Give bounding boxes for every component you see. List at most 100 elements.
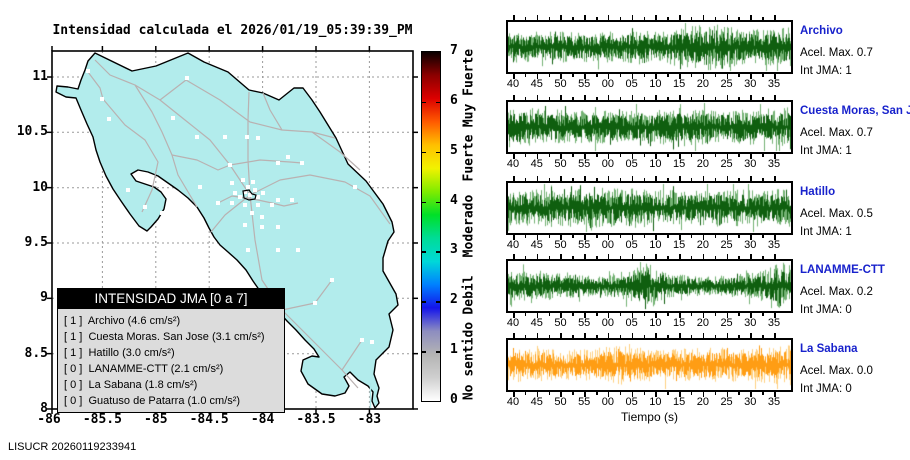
seismogram-tick-mark <box>513 392 515 397</box>
seismogram-frame <box>506 259 793 313</box>
seismogram-tick-mark <box>536 95 539 100</box>
station-acel-max: Acel. Max. 0.2 <box>800 286 873 298</box>
seismogram-x-tick-label: 00 <box>601 158 615 170</box>
seismogram-tick-mark <box>738 256 740 259</box>
seismogram-tick-mark <box>584 15 586 20</box>
seismogram-tick-mark <box>714 74 717 77</box>
colorbar-tick-mark <box>436 301 440 303</box>
seismogram-x-tick-label: 30 <box>744 78 757 90</box>
seismogram-tick-mark <box>548 97 551 100</box>
colorbar-category-label: No sentido <box>461 321 477 401</box>
legend-row: [ 1 ] Hatillo (3.0 cm/s²) <box>64 347 175 359</box>
seismogram-tick-mark <box>631 254 634 259</box>
seismogram-tick-mark <box>738 392 740 395</box>
seismogram-tick-mark <box>536 333 539 338</box>
seismogram-tick-mark <box>643 335 645 338</box>
seismogram-tick-mark <box>631 74 634 79</box>
seismogram-tick-mark <box>524 154 527 157</box>
seismogram-tick-mark <box>572 74 574 77</box>
seismogram-x-tick-label: 15 <box>672 396 686 408</box>
seismogram-tick-mark <box>584 235 586 240</box>
seismogram-tick-mark <box>643 74 645 77</box>
colorbar-tick-mark <box>422 201 426 204</box>
colorbar-tick-label: 2 <box>450 292 458 308</box>
seismogram-tick-mark <box>679 392 681 397</box>
seismogram-x-tick-label: 50 <box>554 317 567 329</box>
seismogram-x-tick-label: 35 <box>767 317 781 329</box>
seismogram-x-tick-label: 25 <box>720 239 733 251</box>
colorbar-category-label: Debil <box>461 275 477 315</box>
seismogram-tick-mark <box>679 154 681 159</box>
map-x-tick-label: -85 <box>144 412 168 427</box>
seismogram-tick-mark <box>513 74 515 79</box>
seismogram-x-tick-label: 35 <box>767 158 781 170</box>
seismogram-tick-mark <box>596 235 598 238</box>
legend-row: [ 0 ] LANAMME-CTT (2.1 cm/s²) <box>64 363 224 375</box>
map-y-tick-label: 8.5 <box>24 345 48 361</box>
seismogram-tick-mark <box>690 335 693 338</box>
seismogram-tick-mark <box>738 154 740 157</box>
seismogram-tick-mark <box>726 74 729 79</box>
seismogram-x-tick-label: 40 <box>506 396 520 408</box>
station-name: Hatillo <box>800 186 836 198</box>
seismogram-x-tick-label: 15 <box>672 158 686 170</box>
seismogram-x-tick-label: 20 <box>696 78 709 90</box>
seismogram-tick-mark <box>619 178 622 181</box>
seismogram-waveform <box>508 22 791 72</box>
seismogram-tick-mark <box>690 154 693 157</box>
seismogram-tick-mark <box>750 15 752 20</box>
seismogram-tick-mark <box>560 15 562 20</box>
costa-rica-landmass <box>55 52 399 409</box>
station-name: Cuesta Moras, San Jose <box>800 105 910 117</box>
station-int-jma: Int JMA: 1 <box>800 226 852 238</box>
seismogram-tick-mark <box>536 392 539 397</box>
seismogram-tick-mark <box>524 178 527 181</box>
seismogram-tick-mark <box>548 256 551 259</box>
seismogram-tick-mark <box>524 392 527 395</box>
seismogram-tick-mark <box>726 154 729 159</box>
legend-row: [ 0 ] La Sabana (1.8 cm/s²) <box>64 379 198 391</box>
seismogram-tick-mark <box>619 17 622 20</box>
seismogram-tick-mark <box>560 95 562 100</box>
seismogram-x-tick-label: 05 <box>625 396 638 408</box>
map-y-tick-label: 11 <box>32 69 48 84</box>
seismogram-tick-mark <box>513 235 515 240</box>
seismogram-tick-mark <box>714 335 717 338</box>
seismogram-tick-mark <box>702 176 705 181</box>
seismogram-x-tick-label: 20 <box>696 396 709 408</box>
seismogram-tick-mark <box>655 392 657 397</box>
seismogram-tick-mark <box>738 97 740 100</box>
seismogram-tick-mark <box>607 154 610 159</box>
map-x-tick-label: -86 <box>37 412 61 427</box>
seismogram-x-tick-label: 10 <box>649 158 662 170</box>
seismogram-tick-mark <box>619 392 622 395</box>
colorbar-category-label: Muy Fuerte <box>461 49 477 128</box>
seismogram-tick-mark <box>536 235 539 240</box>
seismogram-tick-mark <box>702 154 705 159</box>
seismogram-x-tick-label: 45 <box>530 78 543 90</box>
seismogram-tick-mark <box>584 392 586 397</box>
seismogram-tick-mark <box>655 313 657 318</box>
seismogram-tick-mark <box>667 392 669 395</box>
map-x-tick-label: -83.5 <box>296 412 336 427</box>
seismogram-tick-mark <box>560 392 562 397</box>
seismogram-tick-mark <box>714 313 717 316</box>
seismogram-tick-mark <box>667 74 669 77</box>
seismogram-tick-mark <box>513 254 515 259</box>
colorbar-category-label: Moderado <box>461 194 477 257</box>
seismogram-x-tick-label: 50 <box>554 158 567 170</box>
seismogram-tick-mark <box>679 333 681 338</box>
seismogram-tick-mark <box>655 176 657 181</box>
seismogram-tick-mark <box>631 392 634 397</box>
seismogram-tick-mark <box>762 392 764 395</box>
seismogram-tick-mark <box>524 335 527 338</box>
seismogram-tick-mark <box>631 333 634 338</box>
seismogram-x-tick-label: 30 <box>744 396 757 408</box>
seismogram-tick-mark <box>536 313 539 318</box>
station-acel-max: Acel. Max. 0.5 <box>800 208 873 220</box>
seismogram-tick-mark <box>643 178 645 181</box>
seismogram-frame <box>506 20 793 74</box>
seismogram-tick-mark <box>774 176 776 181</box>
seismogram-tick-mark <box>631 154 634 159</box>
seismogram-tick-mark <box>714 256 717 259</box>
